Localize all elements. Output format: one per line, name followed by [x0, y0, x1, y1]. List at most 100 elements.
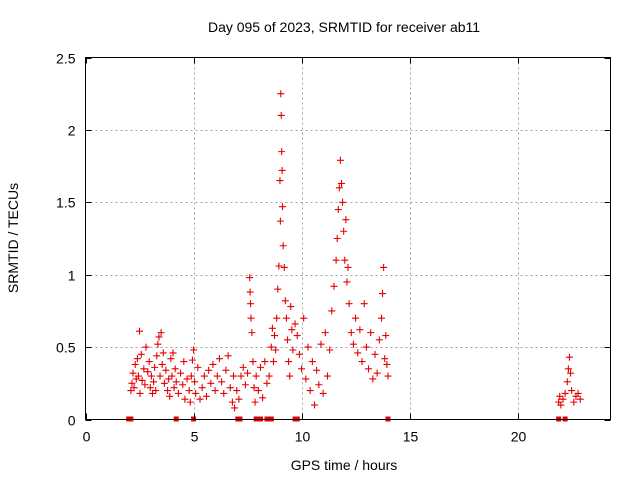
data-point [172, 378, 180, 386]
data-point [557, 401, 565, 409]
data-point [341, 256, 349, 264]
data-point [343, 278, 351, 286]
data-point [179, 381, 187, 389]
data-point [128, 379, 136, 387]
data-point [380, 263, 388, 271]
data-point [158, 360, 166, 368]
data-point [311, 401, 319, 409]
data-point [278, 166, 286, 174]
data-point [381, 355, 389, 363]
data-point [145, 358, 153, 366]
data-point [352, 314, 360, 322]
data-point [228, 398, 236, 406]
data-point [295, 350, 303, 358]
data-point [202, 392, 210, 400]
data-point [268, 324, 276, 332]
y-tick-label: 0 [68, 413, 76, 429]
data-point [313, 366, 321, 374]
data-point [267, 343, 275, 351]
data-point [146, 384, 154, 392]
data-point [209, 360, 217, 368]
data-point [213, 372, 221, 380]
data-point [233, 387, 241, 395]
data-point [284, 336, 292, 344]
data-point [563, 378, 571, 386]
data-point [300, 314, 308, 322]
data-point [231, 404, 239, 412]
data-point [191, 378, 199, 386]
data-point [375, 336, 383, 344]
data-point [224, 352, 232, 360]
data-point [254, 387, 262, 395]
data-point [289, 346, 297, 354]
data-point [279, 203, 287, 211]
data-point [190, 346, 198, 354]
data-point [150, 378, 158, 386]
data-point [181, 395, 189, 403]
x-tick-label: 5 [191, 429, 199, 445]
data-point [349, 340, 357, 348]
data-point [192, 389, 200, 397]
data-point [576, 395, 584, 403]
data-point [159, 349, 167, 357]
data-point [198, 384, 206, 392]
chart-title: Day 095 of 2023, SRMTID for receiver ab1… [208, 19, 480, 35]
data-point [226, 384, 234, 392]
x-tick-label: 15 [403, 429, 419, 445]
data-point [246, 274, 254, 282]
y-tick-label: 1.5 [56, 195, 76, 211]
data-point [298, 365, 306, 373]
data-point [164, 387, 172, 395]
data-point [140, 365, 148, 373]
data-point [273, 314, 281, 322]
data-point [174, 389, 182, 397]
data-point [272, 346, 280, 354]
data-point [276, 177, 284, 185]
data-point [131, 360, 139, 368]
data-point [153, 352, 161, 360]
data-point [183, 375, 191, 383]
data-point [344, 263, 352, 271]
data-point [379, 290, 387, 298]
data-point [323, 372, 331, 380]
data-point [247, 314, 255, 322]
data-point [332, 256, 340, 264]
data-point [156, 372, 164, 380]
data-point [328, 307, 336, 315]
data-point [194, 363, 202, 371]
data-point [315, 381, 323, 389]
y-axis-label: SRMTID / TECUs [5, 183, 21, 293]
y-tick-label: 2 [68, 123, 76, 139]
data-point [330, 282, 338, 290]
data-point [308, 358, 316, 366]
data-point [564, 365, 572, 373]
data-point [235, 395, 243, 403]
data-point [342, 216, 350, 224]
data-point [276, 217, 284, 225]
data-point [167, 355, 175, 363]
data-point [567, 369, 575, 377]
x-tick-label: 0 [83, 429, 91, 445]
data-point [568, 387, 576, 395]
data-point [130, 384, 138, 392]
data-point [136, 327, 144, 335]
data-point [288, 326, 296, 334]
data-point [336, 156, 344, 164]
data-point [275, 262, 283, 270]
data-point [338, 179, 346, 187]
data-point [377, 314, 385, 322]
data-point [137, 350, 145, 358]
data-point [345, 300, 353, 308]
data-point [339, 198, 347, 206]
grid-lines [85, 57, 611, 420]
data-point [165, 375, 173, 383]
data-point [144, 368, 152, 376]
data-point [129, 369, 137, 377]
data-point [133, 355, 141, 363]
data-point [186, 398, 194, 406]
data-point [246, 288, 254, 296]
data-point [154, 340, 162, 348]
data-point [247, 300, 255, 308]
data-point [302, 375, 310, 383]
